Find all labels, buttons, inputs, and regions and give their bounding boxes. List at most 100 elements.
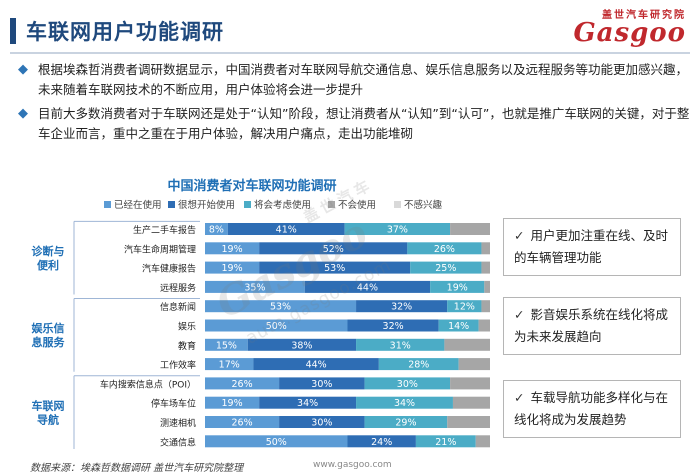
chart-legend: 已经在使用 很想开始使用 将会考虑使用 不会使用 不感兴趣 (104, 199, 443, 211)
bullet-text: 目前大多数消费者对于车联网还是处于“认知”阶段，想让消费者从“认知”到“认可”，… (38, 106, 690, 141)
note-text: 影音娱乐系统在线化将成为未来发展趋向 (514, 307, 668, 344)
bar-segment (344, 223, 451, 235)
legend-label: 不会使用 (338, 199, 376, 211)
data-label: 53% (324, 263, 345, 274)
bar-segment (364, 416, 448, 428)
bar-segment (205, 377, 280, 390)
legend-swatch (328, 201, 335, 208)
data-label: 24% (371, 437, 392, 448)
logo-wordmark: Gasgoo (573, 18, 686, 48)
bar-segment (364, 377, 451, 390)
bar-segment (444, 338, 490, 351)
bar-segment (475, 435, 490, 448)
bar-segment (481, 300, 490, 313)
bar-segment (205, 435, 348, 448)
legend-swatch (394, 201, 401, 208)
data-label: 50% (266, 321, 287, 332)
data-label: 19% (222, 244, 243, 255)
legend-label: 不感兴趣 (404, 199, 443, 211)
note-box: ✓ 用户更加注重在线、及时的车辆管理功能 (503, 218, 681, 276)
data-label: 34% (394, 398, 415, 409)
category-label: 信息新闻 (160, 301, 196, 313)
bar-segment (205, 338, 248, 351)
bar-segment (438, 319, 479, 332)
bar-segment (259, 261, 411, 274)
bar-segment (484, 280, 490, 293)
bar-segment (279, 416, 365, 428)
bullet-list: ◆ 根据埃森哲消费者调研数据显示，中国消费者对车联网导航交通信息、娱乐信息服务以… (14, 60, 694, 148)
category-label: 测速相机 (160, 417, 196, 429)
category-label: 汽车生命周期管理 (124, 243, 196, 255)
category-label: 教育 (178, 340, 196, 352)
data-label: 30% (397, 379, 418, 390)
bar-segment (415, 435, 476, 448)
legend-label: 将会考虑使用 (254, 199, 311, 211)
data-label: 53% (270, 302, 291, 313)
bar-segment (447, 300, 482, 313)
group-label: 诊断与便利 (32, 244, 65, 272)
title-accent-bar (10, 18, 16, 44)
data-label: 19% (222, 263, 243, 274)
bar-segment (478, 319, 490, 332)
category-label: 生产二手车报告 (133, 224, 196, 236)
data-label: 38% (291, 340, 312, 351)
chart-title: 中国消费者对车联网功能调研 (167, 178, 336, 194)
note-box: ✓ 车载导航功能多样化与在线化将成为发展趋势 (503, 380, 681, 438)
header-divider (10, 52, 690, 54)
bar-segment (247, 338, 357, 351)
data-label: 32% (391, 302, 412, 313)
check-icon: ✓ (514, 390, 525, 405)
bar-segment (356, 300, 448, 313)
legend-label: 已经在使用 (114, 199, 162, 211)
category-label: 停车场车位 (151, 398, 196, 410)
bar-segment (447, 416, 490, 428)
data-label: 25% (435, 263, 456, 274)
legend-swatch (104, 201, 111, 208)
data-label: 30% (311, 379, 332, 390)
data-label: 30% (311, 418, 332, 429)
bar-segment (378, 358, 459, 371)
category-label: 交通信息 (160, 436, 196, 448)
bar-segment (347, 435, 416, 448)
bar-segment (407, 242, 482, 255)
bar-segment (227, 223, 345, 235)
group-label: 娱乐信息服务 (32, 321, 66, 349)
legend-swatch (244, 201, 251, 208)
diamond-icon: ◆ (18, 106, 28, 121)
bar-segment (205, 223, 228, 235)
data-label: 34% (297, 398, 318, 409)
bars: 8% 41% 37% 19% 52% 26% 19% 53% 25% 35% 44% 19% 53% 32… (205, 223, 490, 448)
bar-segment (450, 223, 490, 235)
bar-segment (481, 261, 490, 274)
bar-segment (304, 280, 431, 293)
data-label: 8% (209, 225, 224, 236)
data-label: 26% (434, 244, 455, 255)
category-label: 车内搜索信息点（POI） (100, 378, 196, 390)
data-label: 21% (435, 437, 456, 448)
group-label: 车联网导航 (32, 398, 65, 426)
bullet-item: ◆ 目前大多数消费者对于车联网还是处于“认知”阶段，想让消费者从“认知”到“认可… (14, 104, 694, 144)
brand-logo: 盖世汽车研究院 Gasgoo (546, 4, 686, 50)
bar-segment (205, 261, 260, 274)
bar-segment (450, 377, 490, 390)
header: 车联网用户功能调研 盖世汽车研究院 Gasgoo (0, 0, 700, 54)
note-text: 车载导航功能多样化与在线化将成为发展趋势 (514, 390, 668, 427)
bar-segment (481, 242, 490, 255)
bar-segment (347, 319, 439, 332)
bullet-item: ◆ 根据埃森哲消费者调研数据显示，中国消费者对车联网导航交通信息、娱乐信息服务以… (14, 60, 694, 100)
footer-url: www.gasgoo.com (313, 460, 392, 470)
bar-segment (205, 319, 348, 332)
page-title: 车联网用户功能调研 (26, 20, 224, 44)
data-label: 19% (222, 398, 243, 409)
bar-segment (205, 242, 260, 255)
data-label: 32% (383, 321, 404, 332)
data-label: 14% (448, 321, 469, 332)
data-label: 44% (306, 360, 327, 371)
data-label: 35% (244, 282, 265, 293)
diamond-icon: ◆ (18, 62, 28, 77)
bar-segment (259, 242, 408, 255)
data-label: 37% (387, 225, 408, 236)
category-label: 远程服务 (160, 282, 196, 294)
